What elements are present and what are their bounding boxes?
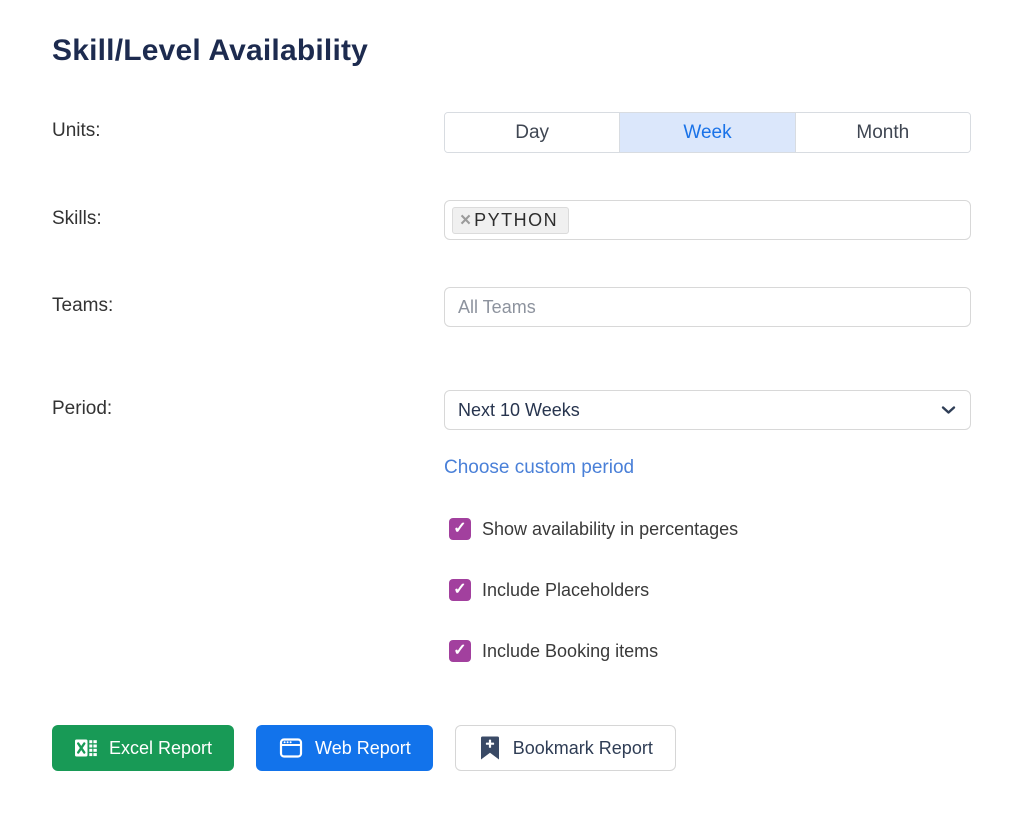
skills-row: Skills: × PYTHON: [52, 200, 980, 240]
excel-icon: [74, 736, 98, 760]
teams-label: Teams:: [52, 295, 114, 316]
period-label: Period:: [52, 398, 113, 419]
skill-tag: × PYTHON: [452, 206, 570, 234]
bookmark-plus-icon: [478, 735, 502, 761]
bookmark-report-button[interactable]: Bookmark Report: [454, 725, 676, 771]
skills-label: Skills:: [52, 208, 102, 229]
report-actions: Excel Report Web Report: [52, 725, 980, 771]
remove-tag-icon[interactable]: ×: [460, 209, 472, 231]
web-report-label: Web Report: [315, 737, 411, 758]
checkbox-label: Include Booking items: [482, 640, 659, 661]
browser-window-icon: [278, 735, 304, 761]
choose-custom-period-link[interactable]: Choose custom period: [444, 457, 635, 478]
checkbox-show-percentages[interactable]: Show availability in percentages: [449, 515, 971, 543]
excel-report-button[interactable]: Excel Report: [52, 725, 235, 771]
period-row: Period: Next 10 Weeks Choose custom peri…: [52, 390, 980, 665]
page-title: Skill/Level Availability: [52, 34, 369, 67]
teams-input[interactable]: [444, 287, 971, 327]
units-option-month[interactable]: Month: [794, 113, 970, 152]
checkbox-include-booking-items[interactable]: Include Booking items: [449, 637, 971, 665]
skill-tag-label: PYTHON: [474, 209, 559, 230]
checkmark-icon[interactable]: [449, 579, 471, 601]
bookmark-report-label: Bookmark Report: [512, 737, 653, 758]
units-label: Units:: [52, 120, 101, 141]
checkbox-include-placeholders[interactable]: Include Placeholders: [449, 576, 971, 604]
checkmark-icon[interactable]: [449, 518, 471, 540]
units-option-week[interactable]: Week: [619, 113, 795, 152]
period-select[interactable]: Next 10 Weeks: [444, 390, 971, 430]
checkmark-icon[interactable]: [449, 640, 471, 662]
period-select-value: Next 10 Weeks: [458, 399, 580, 420]
units-row: Units: Day Week Month: [52, 112, 980, 153]
units-option-day[interactable]: Day: [445, 113, 620, 152]
checkbox-label: Include Placeholders: [482, 579, 650, 600]
chevron-down-icon: [941, 405, 956, 415]
web-report-button[interactable]: Web Report: [256, 725, 433, 771]
units-segmented-control: Day Week Month: [444, 112, 971, 153]
options-checkbox-group: Show availability in percentages Include…: [449, 515, 971, 665]
skills-input[interactable]: × PYTHON: [444, 200, 971, 240]
checkbox-label: Show availability in percentages: [482, 518, 739, 539]
excel-report-label: Excel Report: [109, 737, 213, 758]
teams-row: Teams:: [52, 287, 980, 327]
